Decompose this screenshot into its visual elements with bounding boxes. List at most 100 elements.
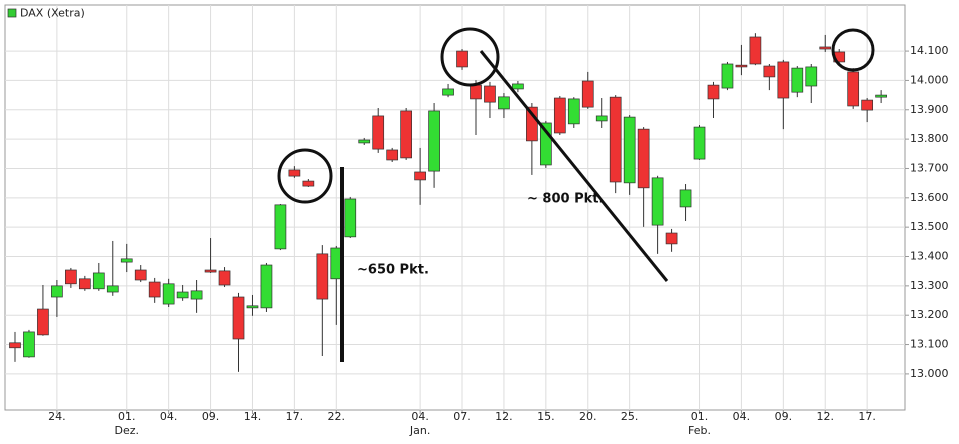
y-tick-label: 13.800 [910,132,949,145]
candle-body [9,342,21,349]
candle-body [204,269,217,273]
candle-body [595,115,608,122]
legend-swatch [7,8,17,18]
x-month-label: Dez. [114,424,139,437]
y-tick-label: 13.100 [910,338,949,351]
y-tick-label: 13.900 [910,103,949,116]
x-tick-label: 20. [579,410,597,423]
x-tick-label: 17. [286,410,304,423]
candle-body [51,285,63,298]
drawn-annotations [277,27,875,362]
candle-body [693,126,706,160]
x-tick-label: 24. [48,410,66,423]
x-tick-label: 04. [411,410,429,423]
circle-annotation [831,28,875,72]
y-tick-label: 13.700 [910,161,949,174]
x-tick-label: 09. [202,410,220,423]
candle-body [288,169,301,177]
candle-body [679,189,692,208]
candle-body [651,177,664,226]
candle-body [665,232,678,245]
candle-body [162,283,175,305]
circle-annotation [277,148,333,204]
candle-body [484,85,496,103]
circle-annotation [440,27,500,87]
x-tick-label: 25. [621,410,639,423]
candle-body [92,272,105,290]
candle-body [777,61,790,99]
candle-body [37,308,49,336]
x-month-label: Feb. [688,424,711,437]
candle-body [791,67,804,93]
y-tick-label: 13.200 [910,308,949,321]
candle-body [553,97,566,134]
candle-body [805,66,818,87]
x-tick-label: 15. [537,410,555,423]
candle-body [637,128,650,189]
plot-area [4,4,906,411]
candle-body [386,149,399,161]
candle-body [246,305,259,309]
x-tick-label: 01. [691,410,709,423]
candle-body [428,110,440,172]
candle-body [23,331,35,358]
x-tick-label: 14. [244,410,262,423]
legend-label: DAX (Xetra) [20,7,85,20]
candle-body [442,88,454,96]
candle-body [372,115,385,150]
candle-body [721,63,734,89]
candle-body [358,139,371,144]
y-tick-label: 13.000 [910,367,949,380]
x-month-label: Jan. [409,424,430,437]
candle-body [819,46,832,50]
candle-body [456,50,468,68]
candle-body [609,96,622,183]
candle-body [148,281,161,298]
y-tick-label: 14.000 [910,73,949,86]
x-tick-label: 17. [858,410,876,423]
candle-body [512,83,524,90]
candle-body [749,36,762,65]
candle-body [735,64,748,68]
y-tick-label: 13.500 [910,220,949,233]
annotation: ~ 800 Pkt. [527,192,603,207]
candle-body [78,278,91,290]
candle-body [120,258,133,263]
candle-body [567,98,580,125]
candle-body [623,116,636,184]
candle-body [400,110,412,159]
candle-body [274,204,287,250]
x-tick-label: 09. [775,410,793,423]
candle-body [260,264,273,309]
candle-body [344,198,357,238]
candle-body [470,84,482,100]
candle-body [134,269,147,281]
candle-body [190,290,203,300]
candle-body [526,106,538,142]
candle-body [106,285,119,293]
candles [9,33,887,372]
x-tick-label: 07. [453,410,471,423]
annotation: ~650 Pkt. [357,263,429,278]
x-tick-label: 22. [328,410,346,423]
candle-body [875,94,887,98]
x-tick-label: 04. [160,410,178,423]
candle-body [847,71,860,107]
candle-body [707,84,720,100]
candle-body [581,80,594,108]
candle-body [539,122,552,166]
y-tick-label: 13.600 [910,191,949,204]
candle-body [316,253,329,300]
candle-body [498,96,510,110]
range-line [479,50,669,282]
candle-body [176,291,189,299]
candle-body [218,270,231,286]
candle-body [414,171,426,181]
candle-body [763,65,776,78]
y-tick-label: 14.100 [910,44,949,57]
x-tick-label: 12. [495,410,513,423]
candle-body [232,296,245,340]
candle-body [302,180,315,187]
candle-body [65,269,77,285]
